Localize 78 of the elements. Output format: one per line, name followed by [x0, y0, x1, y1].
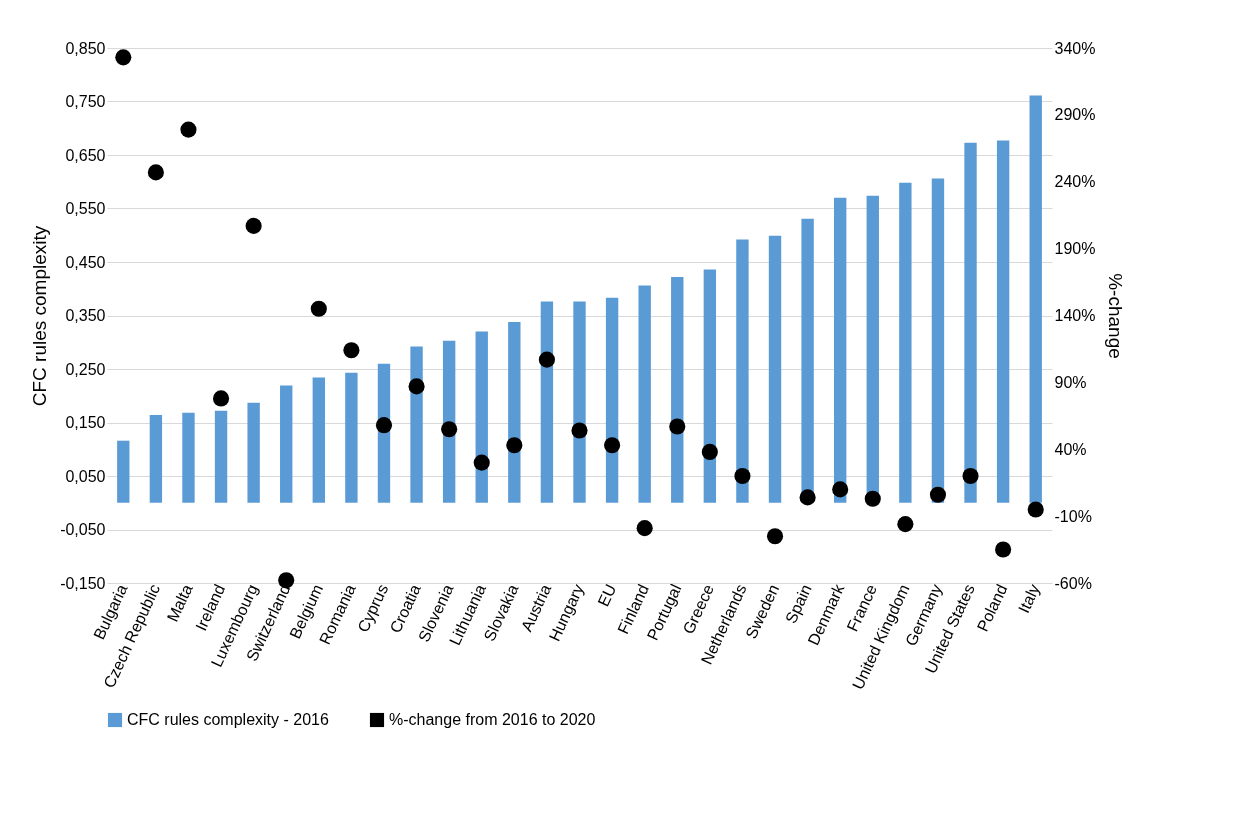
bar — [214, 410, 228, 503]
bar — [149, 415, 163, 503]
y-tick-label: 0,150 — [65, 414, 106, 431]
y2-tick-label: 140% — [1054, 307, 1096, 324]
point — [408, 378, 425, 395]
point — [832, 481, 849, 498]
point — [375, 417, 393, 434]
y-tick-label: 0,250 — [65, 360, 106, 378]
y2-tick-label: 190% — [1054, 240, 1096, 258]
bar — [1029, 95, 1042, 503]
point — [571, 422, 588, 439]
point — [962, 467, 979, 485]
legend-label: %-change from 2016 to 2020 — [389, 711, 596, 728]
point — [701, 443, 718, 460]
y2-axis-title: %-change — [1105, 273, 1127, 359]
bar — [508, 321, 521, 503]
bar — [834, 197, 847, 503]
y2-tick-label: -10% — [1054, 507, 1092, 525]
bar — [182, 412, 195, 503]
y2-tick-label: -60% — [1054, 574, 1092, 592]
bar — [410, 346, 423, 503]
point — [473, 454, 490, 471]
y2-tick-label: 240% — [1054, 173, 1096, 191]
bar — [638, 285, 651, 503]
bar — [247, 402, 260, 503]
y-tick-label: 0,550 — [65, 200, 106, 217]
y-tick-label: 0,850 — [65, 39, 106, 57]
point — [115, 49, 132, 66]
x-tick-label: EU — [594, 581, 620, 610]
y-tick-label: 0,750 — [65, 93, 106, 110]
point — [766, 528, 784, 545]
point — [636, 520, 653, 537]
bar — [280, 385, 293, 503]
y-tick-label: 0,350 — [65, 307, 106, 324]
bar — [312, 377, 325, 503]
y-axis-title: CFC rules complexity — [29, 225, 51, 407]
bar — [117, 440, 130, 503]
point — [180, 121, 197, 138]
point — [897, 516, 914, 533]
bar — [768, 235, 782, 503]
point — [995, 541, 1012, 558]
point — [310, 300, 327, 317]
bar — [899, 182, 912, 503]
point — [441, 421, 458, 438]
bar — [996, 140, 1010, 503]
y-tick-label: 0,050 — [65, 467, 106, 485]
y-tick-label: -0,050 — [60, 521, 106, 538]
y2-tick-label: 340% — [1054, 39, 1096, 57]
point — [1027, 501, 1044, 518]
point — [506, 437, 523, 454]
point — [734, 467, 751, 485]
x-tick-label: Malta — [163, 581, 196, 625]
y2-tick-label: 290% — [1054, 106, 1096, 124]
bar — [931, 178, 945, 503]
y2-tick-label: 40% — [1054, 440, 1087, 458]
bar — [573, 301, 586, 503]
point — [245, 217, 262, 234]
bar — [540, 301, 554, 503]
bar — [703, 269, 717, 503]
point — [212, 390, 230, 407]
point — [147, 164, 164, 181]
point — [929, 486, 947, 503]
point — [864, 490, 881, 507]
y-tick-label: 0,450 — [65, 253, 106, 271]
bar — [605, 297, 619, 503]
x-tick-label: Italy — [1015, 581, 1043, 616]
y-tick-label: 0,650 — [65, 146, 106, 164]
bar — [345, 372, 358, 503]
legend-label: CFC rules complexity - 2016 — [127, 711, 329, 728]
point — [799, 489, 816, 506]
point — [604, 437, 621, 454]
y2-tick-label: 90% — [1054, 373, 1087, 391]
point — [538, 351, 555, 368]
bar — [736, 239, 749, 503]
point — [343, 342, 360, 359]
bar — [964, 142, 977, 503]
bar — [671, 276, 684, 503]
point — [669, 418, 686, 435]
